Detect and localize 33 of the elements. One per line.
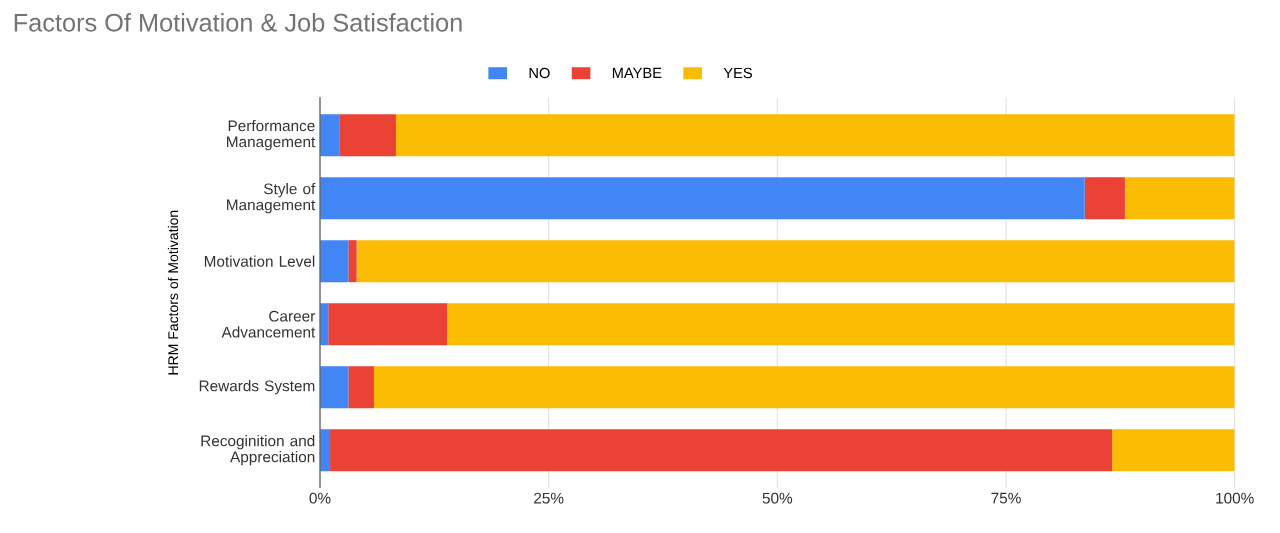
bar <box>447 303 1235 346</box>
y-tick-label: Style of Management <box>227 183 316 214</box>
y-axis-title: HRM Factors of Motivation <box>167 210 179 375</box>
y-tick-label: Career Advancement <box>221 310 316 338</box>
x-tick-label: 100% <box>1216 492 1254 504</box>
x-tick-label: 25% <box>534 492 564 504</box>
bar <box>328 303 448 346</box>
legend-label: NO <box>529 67 550 79</box>
legend-label: MAYBE <box>612 67 662 78</box>
bar <box>320 429 331 472</box>
bar <box>330 429 1113 472</box>
bar <box>320 240 349 283</box>
y-tick-label: Rewards System <box>199 380 315 395</box>
bar <box>348 366 374 409</box>
bar <box>1112 429 1235 472</box>
bar <box>320 114 340 157</box>
x-tick-label: 75% <box>991 492 1021 504</box>
bar <box>356 240 1235 283</box>
x-tick-label: 50% <box>762 492 793 504</box>
y-tick-label: Motivation Level <box>204 255 315 267</box>
bar <box>348 240 357 283</box>
bar <box>339 114 396 157</box>
bar <box>395 114 1235 157</box>
bar <box>1124 177 1235 220</box>
bar <box>373 366 1235 409</box>
bar <box>320 177 1085 220</box>
chart-title: Factors Of Motivation & Job Satisfaction <box>14 13 462 32</box>
y-tick-label: Performance Management <box>227 120 316 151</box>
y-tick-label: Recoginition and Appreciation <box>201 435 315 466</box>
legend-label: YES <box>723 67 752 79</box>
bar <box>320 366 349 409</box>
bar <box>1084 177 1125 220</box>
x-tick-label: 0% <box>309 492 331 504</box>
